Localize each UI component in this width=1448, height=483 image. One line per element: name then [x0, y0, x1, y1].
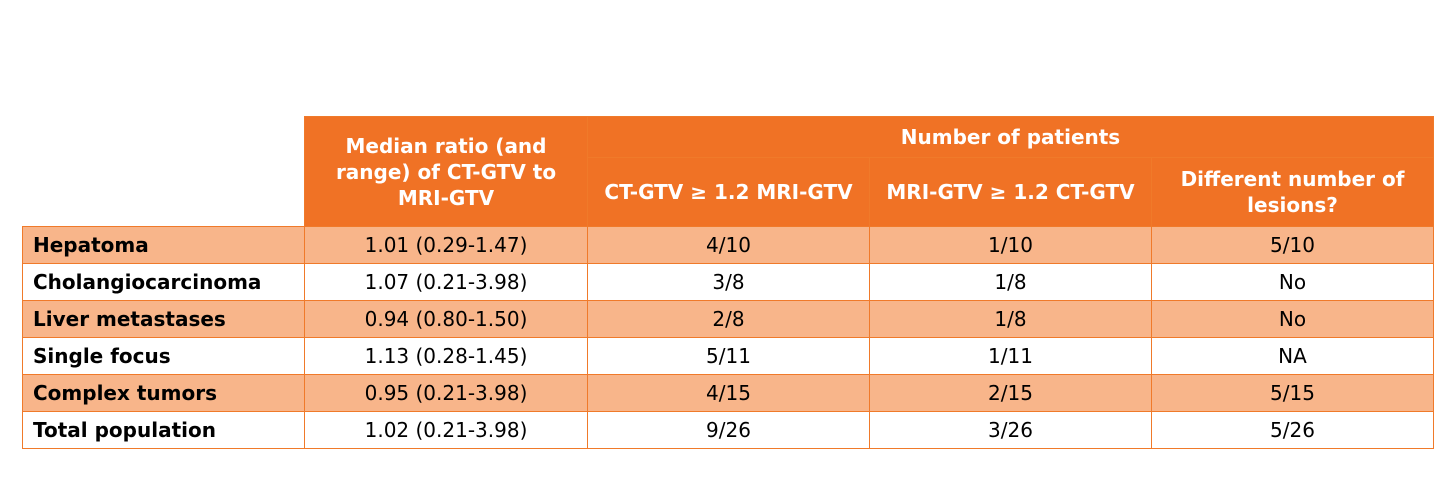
different-lesions-cell: 5/15: [1150, 374, 1435, 412]
table-row: Hepatoma 1.01 (0.29-1.47) 4/10 1/10 5/10: [22, 226, 1435, 264]
ct-ge-mri-cell: 4/15: [587, 374, 870, 412]
mri-ge-ct-cell: 1/11: [869, 337, 1152, 375]
mri-ge-ct-cell: 1/8: [869, 263, 1152, 301]
row-label: Complex tumors: [22, 374, 305, 412]
row-label: Single focus: [22, 337, 305, 375]
header-number-of-patients: Number of patients: [586, 116, 1435, 158]
row-label: Liver metastases: [22, 300, 305, 338]
table-row: Complex tumors 0.95 (0.21-3.98) 4/15 2/1…: [22, 374, 1435, 412]
table-body: Hepatoma 1.01 (0.29-1.47) 4/10 1/10 5/10…: [22, 226, 1435, 449]
row-label: Hepatoma: [22, 226, 305, 264]
different-lesions-cell: No: [1150, 263, 1435, 301]
table-header: Median ratio (and range) of CT-GTV to MR…: [22, 116, 1435, 227]
median-ratio-cell: 1.02 (0.21-3.98): [304, 411, 588, 449]
header-mri-ge-ct: MRI-GTV ≥ 1.2 CT-GTV: [869, 157, 1152, 227]
mri-ge-ct-cell: 1/8: [869, 300, 1152, 338]
header-median-ratio: Median ratio (and range) of CT-GTV to MR…: [304, 116, 588, 227]
different-lesions-cell: No: [1150, 300, 1435, 338]
mri-ge-ct-cell: 1/10: [869, 226, 1152, 264]
median-ratio-cell: 0.94 (0.80-1.50): [304, 300, 588, 338]
different-lesions-cell: 5/10: [1150, 226, 1435, 264]
ct-ge-mri-cell: 5/11: [587, 337, 870, 375]
table-row: Total population 1.02 (0.21-3.98) 9/26 3…: [22, 411, 1435, 449]
ct-ge-mri-cell: 4/10: [587, 226, 870, 264]
mri-ge-ct-cell: 2/15: [869, 374, 1152, 412]
median-ratio-cell: 1.07 (0.21-3.98): [304, 263, 588, 301]
ct-ge-mri-cell: 9/26: [587, 411, 870, 449]
median-ratio-cell: 1.13 (0.28-1.45): [304, 337, 588, 375]
empty-corner-cell: [22, 116, 305, 227]
row-label: Total population: [22, 411, 305, 449]
results-table: Median ratio (and range) of CT-GTV to MR…: [22, 116, 1435, 449]
ct-ge-mri-cell: 2/8: [587, 300, 870, 338]
table-row: Liver metastases 0.94 (0.80-1.50) 2/8 1/…: [22, 300, 1435, 338]
table-row: Single focus 1.13 (0.28-1.45) 5/11 1/11 …: [22, 337, 1435, 375]
different-lesions-cell: 5/26: [1150, 411, 1435, 449]
header-ct-ge-mri: CT-GTV ≥ 1.2 MRI-GTV: [587, 157, 870, 227]
median-ratio-cell: 1.01 (0.29-1.47): [304, 226, 588, 264]
header-different-lesions: Different number of lesions?: [1150, 157, 1435, 227]
median-ratio-cell: 0.95 (0.21-3.98): [304, 374, 588, 412]
table-row: Cholangiocarcinoma 1.07 (0.21-3.98) 3/8 …: [22, 263, 1435, 301]
ct-ge-mri-cell: 3/8: [587, 263, 870, 301]
row-label: Cholangiocarcinoma: [22, 263, 305, 301]
mri-ge-ct-cell: 3/26: [869, 411, 1152, 449]
different-lesions-cell: NA: [1150, 337, 1435, 375]
